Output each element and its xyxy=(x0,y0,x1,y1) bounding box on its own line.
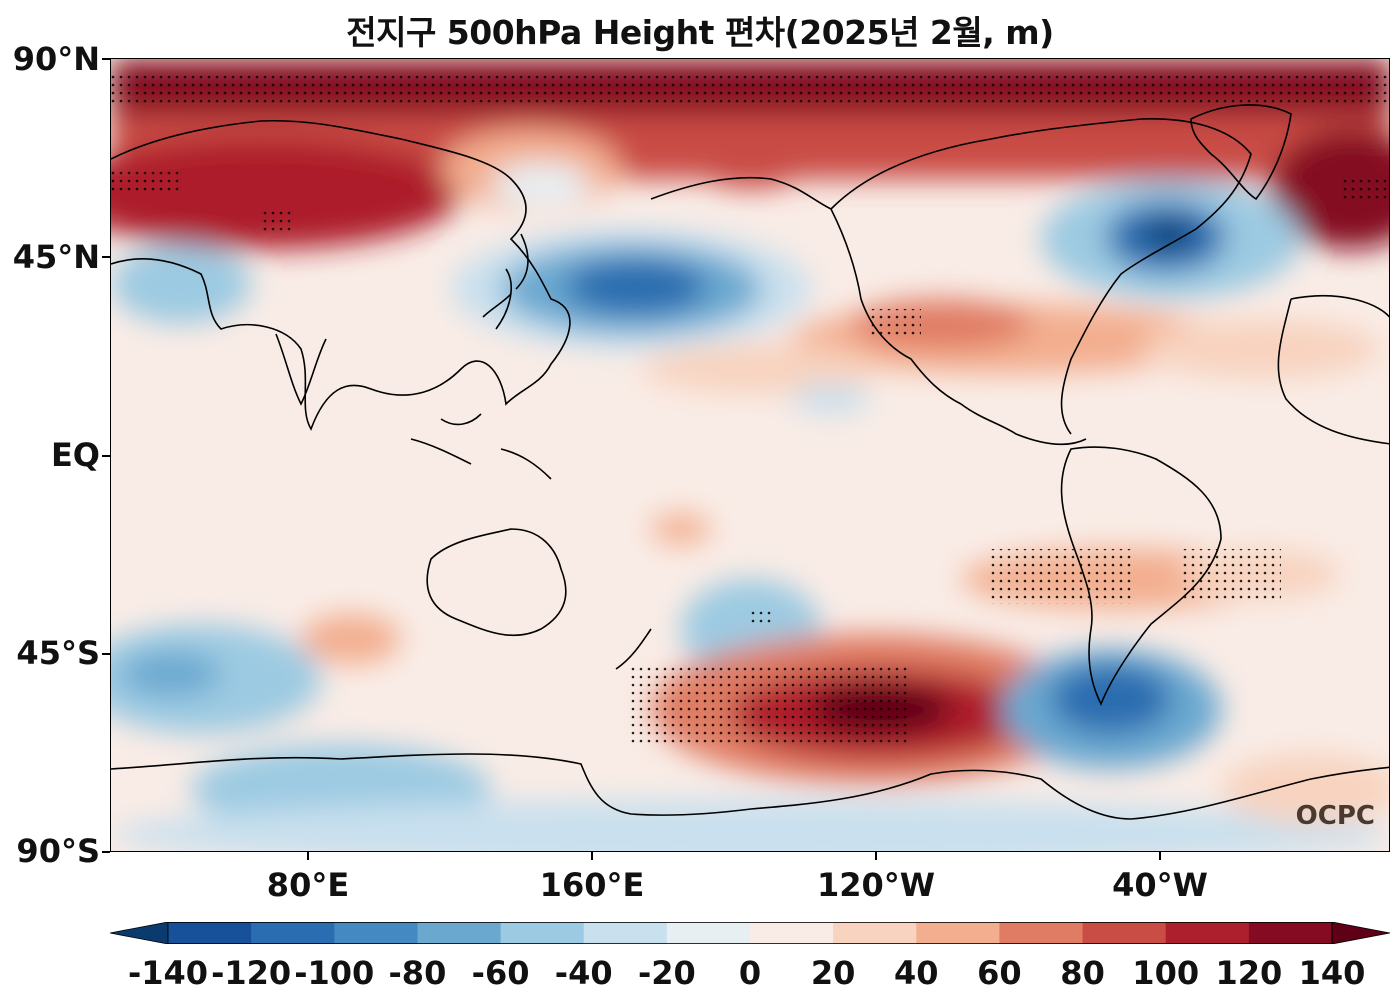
colorbar-tick-label: -140 xyxy=(127,954,209,992)
colorbar-tick-label: 20 xyxy=(810,954,856,992)
colorbar-tick-label: -40 xyxy=(554,954,613,992)
x-tick xyxy=(591,852,593,860)
x-label-120w: 120°W xyxy=(816,866,936,904)
colorbar-tick-label: -120 xyxy=(211,954,292,992)
x-tick xyxy=(875,852,877,860)
y-label-90n: 90°N xyxy=(12,40,100,78)
colorbar-segment xyxy=(999,922,1084,944)
colorbar-tick-label: -20 xyxy=(637,954,696,992)
colorbar-segment xyxy=(334,922,418,944)
colorbar-tick-label: 40 xyxy=(894,954,939,992)
anomaly-map: OCPC xyxy=(110,58,1390,852)
colorbar-extend-high xyxy=(1331,922,1390,944)
colorbar-segment xyxy=(750,922,834,944)
colorbar-segment xyxy=(1082,922,1167,944)
map-title: 전지구 500hPa Height 편차(2025년 2월, m) xyxy=(346,13,1054,52)
colorbar-tick-label: 0 xyxy=(738,954,762,992)
y-tick xyxy=(102,58,110,60)
colorbar-frame xyxy=(167,922,1333,944)
y-label-eq: EQ xyxy=(50,436,100,474)
colorbar-tick-label: 60 xyxy=(977,954,1022,992)
x-label-40w: 40°W xyxy=(1112,866,1208,904)
coastlines xyxy=(111,104,1389,820)
y-tick xyxy=(102,851,110,853)
y-label-45n: 45°N xyxy=(12,238,100,276)
x-tick xyxy=(307,852,309,860)
colorbar-tick-label: 80 xyxy=(1060,954,1105,992)
y-tick xyxy=(102,653,110,655)
colorbar xyxy=(110,922,1390,944)
colorbar-segment xyxy=(666,922,751,944)
y-label-45s: 45°S xyxy=(16,634,100,672)
colorbar-tick-label: 120 xyxy=(1215,954,1283,992)
colorbar-segment xyxy=(168,922,252,944)
colorbar-tick-label: 100 xyxy=(1132,954,1200,992)
x-tick xyxy=(1159,852,1161,860)
colorbar-tick-label: -100 xyxy=(294,954,375,992)
y-tick xyxy=(102,455,110,457)
x-label-80e: 80°E xyxy=(266,866,350,904)
colorbar-tick-label: 140 xyxy=(1298,954,1366,992)
colorbar-extend-low xyxy=(110,922,169,944)
colorbar-segment xyxy=(1248,922,1333,944)
colorbar-segment xyxy=(1165,922,1250,944)
colorbar-tick-label: -80 xyxy=(388,954,447,992)
colorbar-segment xyxy=(251,922,335,944)
y-label-90s: 90°S xyxy=(16,832,100,870)
colorbar-segment xyxy=(833,922,917,944)
x-label-160e: 160°E xyxy=(539,866,645,904)
map-canvas xyxy=(111,59,1389,851)
colorbar-tick-label: -60 xyxy=(471,954,530,992)
ocpc-logo: OCPC xyxy=(1295,801,1375,831)
colorbar-segment xyxy=(417,922,502,944)
colorbar-segment xyxy=(583,922,668,944)
colorbar-segment xyxy=(500,922,585,944)
colorbar-segment xyxy=(916,922,1000,944)
significance-stippling xyxy=(111,74,1389,744)
y-tick xyxy=(102,256,110,258)
